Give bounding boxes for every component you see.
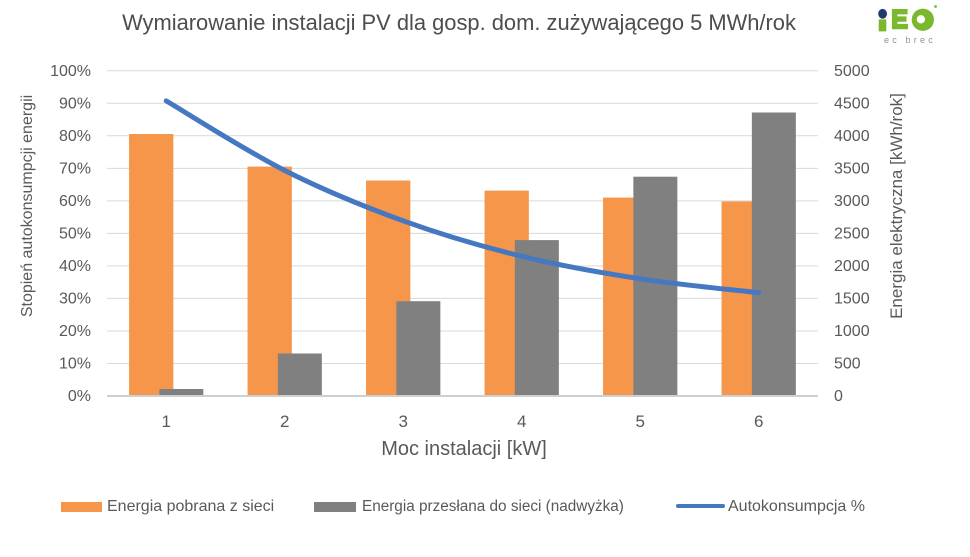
svg-text:3500: 3500 — [834, 161, 870, 178]
svg-text:3000: 3000 — [834, 193, 870, 210]
svg-text:80%: 80% — [59, 128, 91, 145]
svg-text:50%: 50% — [59, 226, 91, 243]
svg-text:20%: 20% — [59, 323, 91, 340]
svg-text:500: 500 — [834, 356, 861, 373]
svg-text:60%: 60% — [59, 193, 91, 210]
svg-text:100%: 100% — [50, 63, 91, 80]
svg-text:3: 3 — [399, 412, 408, 431]
svg-text:4000: 4000 — [834, 128, 870, 145]
svg-text:4: 4 — [517, 412, 526, 431]
svg-text:2000: 2000 — [834, 258, 870, 275]
svg-text:70%: 70% — [59, 161, 91, 178]
svg-text:1000: 1000 — [834, 323, 870, 340]
svg-text:Energia pobrana z sieci: Energia pobrana z sieci — [107, 498, 274, 515]
svg-text:0: 0 — [834, 388, 843, 405]
svg-text:10%: 10% — [59, 356, 91, 373]
svg-text:Moc instalacji [kW]: Moc instalacji [kW] — [381, 438, 547, 460]
svg-text:30%: 30% — [59, 291, 91, 308]
svg-text:2500: 2500 — [834, 226, 870, 243]
svg-text:90%: 90% — [59, 96, 91, 113]
svg-text:Autokonsumpcja %: Autokonsumpcja % — [728, 498, 865, 515]
svg-text:Stopień autokonsumpcji energii: Stopień autokonsumpcji energii — [19, 95, 36, 317]
svg-text:5000: 5000 — [834, 63, 870, 80]
svg-text:40%: 40% — [59, 258, 91, 275]
svg-text:4500: 4500 — [834, 96, 870, 113]
svg-text:Wymiarowanie instalacji PV dla: Wymiarowanie instalacji PV dla gosp. dom… — [122, 10, 796, 35]
svg-text:1500: 1500 — [834, 291, 870, 308]
svg-text:2: 2 — [280, 412, 289, 431]
svg-text:Energia przesłana do sieci (na: Energia przesłana do sieci (nadwyżka) — [362, 498, 624, 515]
svg-text:0%: 0% — [68, 388, 91, 405]
svg-text:5: 5 — [636, 412, 645, 431]
svg-text:1: 1 — [162, 412, 171, 431]
svg-text:6: 6 — [754, 412, 763, 431]
svg-text:Energia elektryczna [kWh/rok]: Energia elektryczna [kWh/rok] — [887, 93, 906, 319]
svg-text:ec brec: ec brec — [884, 35, 936, 45]
